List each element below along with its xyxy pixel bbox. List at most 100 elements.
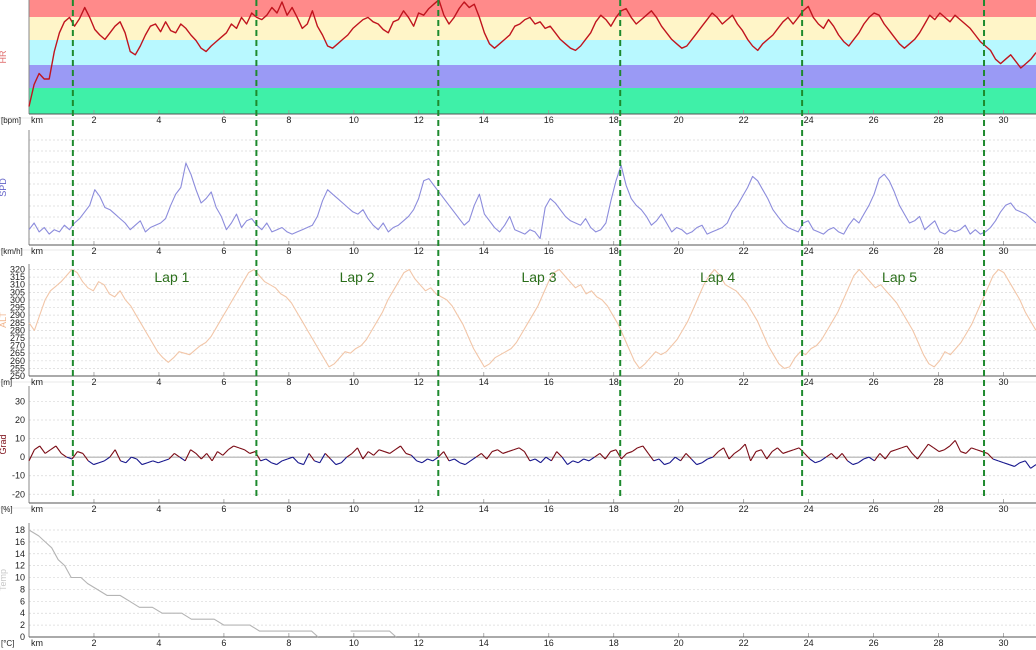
grad-segment <box>400 445 407 454</box>
y-tick-label: 310 <box>10 280 25 290</box>
x-tick-label: 4 <box>156 115 161 125</box>
x-tick-label: 22 <box>739 377 749 387</box>
grad-segment <box>152 460 159 464</box>
grad-segment <box>588 456 595 462</box>
grad-segment <box>917 451 924 460</box>
x-tick-label: 4 <box>156 377 161 387</box>
x-tick-label: 18 <box>609 246 619 256</box>
grad-segment <box>922 443 929 452</box>
grad-segment <box>158 460 164 464</box>
grad-segment <box>874 453 881 462</box>
y-tick-label: 285 <box>10 318 25 328</box>
x-tick-label: 30 <box>999 638 1009 648</box>
x-tick-label: 24 <box>804 246 814 256</box>
grad-segment <box>66 456 73 460</box>
y-tick-label: 260 <box>10 356 25 366</box>
grad-segment <box>486 451 493 460</box>
channel-label: Temp <box>0 569 8 591</box>
x-tick-label: 26 <box>869 504 879 514</box>
grad-segment <box>367 451 374 456</box>
y-tick-label: 250 <box>10 371 25 381</box>
grad-segment <box>529 458 536 462</box>
x-axis-unit: km <box>31 246 43 256</box>
x-tick-label: 14 <box>479 504 489 514</box>
x-tick-label: 28 <box>934 638 944 648</box>
grad-segment <box>868 456 875 462</box>
y-tick-label: 280 <box>10 325 25 335</box>
grad-segment <box>577 458 584 464</box>
x-tick-label: 16 <box>544 115 554 125</box>
grad-segment <box>901 445 907 449</box>
grad-segment <box>976 449 983 453</box>
grad-segment <box>190 449 197 454</box>
x-tick-label: 14 <box>479 246 489 256</box>
y-tick-label: 265 <box>10 348 25 358</box>
grad-segment <box>594 452 601 458</box>
x-tick-label: 14 <box>479 115 489 125</box>
alt-series-line <box>28 268 1036 369</box>
grad-segment <box>927 443 934 449</box>
grad-segment <box>820 456 827 462</box>
grad-segment <box>782 451 789 454</box>
grad-segment <box>227 445 234 451</box>
y-tick-label: 275 <box>10 333 25 343</box>
y-tick-label: 8 <box>20 584 25 594</box>
grad-segment <box>852 462 859 466</box>
y-tick-label: 10 <box>15 573 25 583</box>
grad-segment <box>938 449 945 453</box>
grad-segment <box>744 443 752 462</box>
grad-segment <box>777 447 784 454</box>
hr-zone-band <box>29 88 1036 114</box>
x-tick-label: 20 <box>674 115 684 125</box>
x-tick-label: 4 <box>156 246 161 256</box>
grad-segment <box>653 458 660 462</box>
y-unit-label: [m] <box>1 378 12 387</box>
x-tick-label: 22 <box>739 638 749 648</box>
y-tick-label: 0 <box>20 632 25 642</box>
y-tick-label: 12 <box>15 561 25 571</box>
grad-segment <box>685 453 692 460</box>
x-tick-label: 8 <box>286 504 291 514</box>
x-tick-label: 12 <box>414 115 424 125</box>
y-tick-label: 4 <box>20 608 25 618</box>
grad-segment <box>545 456 552 462</box>
grad-segment <box>992 458 999 462</box>
grad-segment <box>141 462 148 466</box>
grad-segment <box>556 451 563 458</box>
x-tick-label: 8 <box>286 377 291 387</box>
grad-segment <box>836 453 843 460</box>
grad-segment <box>1003 462 1010 466</box>
x-tick-label: 30 <box>999 246 1009 256</box>
grad-segment <box>314 460 320 464</box>
lap-label: Lap 5 <box>882 269 917 285</box>
grad-segment <box>443 451 450 462</box>
grad-segment <box>271 462 277 466</box>
hr-zone-band <box>29 0 1036 17</box>
grad-segment <box>217 451 224 456</box>
x-tick-label: 6 <box>221 377 226 387</box>
grad-segment <box>971 447 977 451</box>
grad-segment <box>809 458 816 464</box>
x-tick-label: 10 <box>349 638 359 648</box>
grad-segment <box>583 458 590 462</box>
temp-series-line <box>28 529 397 638</box>
hr-series-line <box>28 0 1036 107</box>
grad-segment <box>292 456 299 464</box>
channel-label: Grad <box>0 434 8 454</box>
grad-segment <box>954 440 962 452</box>
x-tick-label: 30 <box>999 115 1009 125</box>
y-tick-label: 290 <box>10 310 25 320</box>
grad-segment <box>260 458 267 462</box>
y-tick-label: 300 <box>10 295 25 305</box>
grad-segment <box>93 462 100 466</box>
grad-segment <box>830 453 838 460</box>
y-unit-label: [bpm] <box>1 116 21 125</box>
x-tick-label: 18 <box>609 115 619 125</box>
x-tick-label: 22 <box>739 115 749 125</box>
y-tick-label: 6 <box>20 596 25 606</box>
x-tick-label: 8 <box>286 115 291 125</box>
x-tick-label: 28 <box>934 504 944 514</box>
grad-segment <box>841 453 848 462</box>
grad-segment <box>362 451 369 460</box>
x-tick-label: 28 <box>934 377 944 387</box>
